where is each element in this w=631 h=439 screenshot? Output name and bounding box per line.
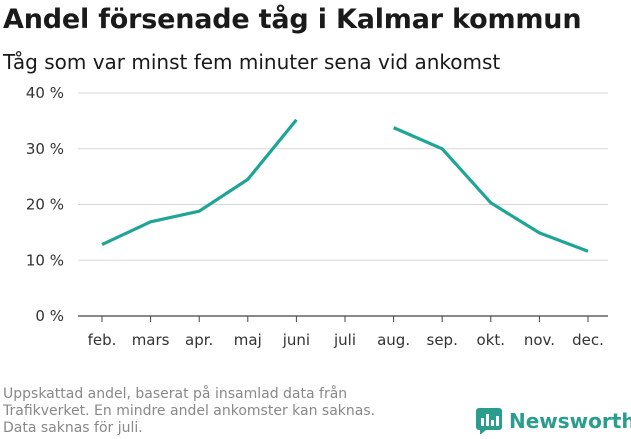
x-tick-label: juli: [333, 331, 356, 349]
series-line: [392, 126, 589, 253]
x-tick-label: dec.: [572, 331, 604, 349]
x-tick-label: nov.: [524, 331, 555, 349]
x-tick-label: juni: [282, 331, 310, 349]
x-tick-label: mars: [132, 331, 170, 349]
chart-subtitle: Tåg som var minst fem minuter sena vid a…: [3, 50, 501, 74]
bar-chart-icon: [476, 408, 502, 434]
x-tick-label: sep.: [427, 331, 458, 349]
y-tick-label: 40 %: [26, 84, 64, 102]
x-tick-label: feb.: [88, 331, 117, 349]
footnote: Uppskattad andel, baserat på insamlad da…: [3, 386, 443, 437]
x-tick-label: aug.: [377, 331, 410, 349]
y-tick-label: 20 %: [26, 196, 64, 214]
y-tick-label: 0 %: [35, 307, 64, 325]
brand-logo: Newsworthy: [476, 408, 631, 434]
y-tick-label: 10 %: [26, 251, 64, 269]
line-chart: 0 % 10 % 20 % 30 % 40 % feb. mars apr. maj juni j…: [26, 84, 608, 349]
x-tick-label: okt.: [477, 331, 506, 349]
chart-title: Andel försenade tåg i Kalmar kommun: [3, 4, 582, 35]
series-line: [101, 118, 298, 247]
footnote-line-1: Uppskattad andel, baserat på insamlad da…: [3, 386, 348, 402]
footnote-line-3: Data saknas för juli.: [3, 420, 143, 436]
x-tick-label: maj: [234, 331, 262, 349]
brand-name: Newsworthy: [509, 409, 631, 433]
footnote-line-2: Trafikverket. En mindre andel ankomster …: [3, 403, 376, 419]
x-tick-label: apr.: [185, 331, 213, 349]
y-tick-label: 30 %: [26, 140, 64, 158]
